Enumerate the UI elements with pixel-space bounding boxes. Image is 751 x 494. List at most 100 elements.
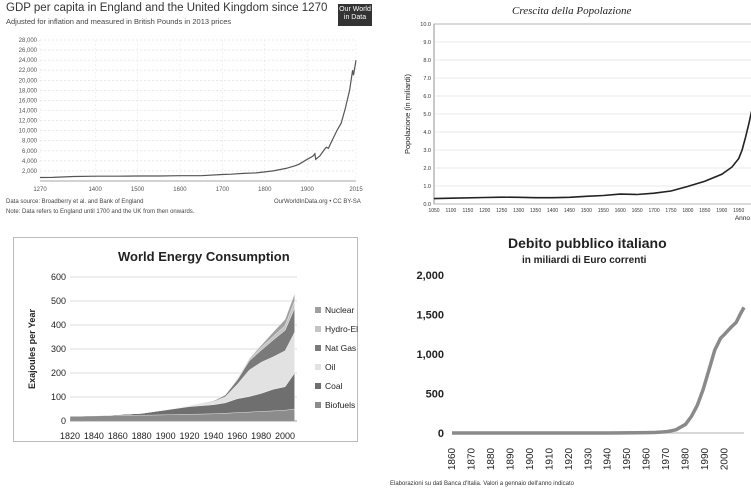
energy-legend-label: Coal	[325, 381, 343, 391]
gdp-chart-credit: OurWorldInData.org • CC BY-SA	[274, 199, 361, 205]
debt-x-tick-label: 1990	[700, 447, 711, 470]
debt-x-tick-label: 1930	[583, 447, 594, 470]
energy-legend-label: Oil	[325, 362, 336, 372]
energy-y-tick-label: 300	[51, 344, 66, 354]
population-x-tick-label: 1800	[682, 208, 693, 214]
gdp-chart-subtitle: Adjusted for inflation and measured in B…	[6, 17, 232, 26]
population-y-tick-label: 9.0	[423, 40, 431, 46]
population-y-tick-label: 4.0	[423, 130, 431, 136]
energy-legend-label: Nat Gas	[325, 343, 356, 353]
debt-chart-note: Elaborazioni su dati Banca d'Italia. Val…	[390, 481, 574, 487]
energy-legend-label: Biofuels	[325, 400, 355, 410]
population-chart-title: Crescita della Popolazione	[512, 5, 632, 17]
gdp-y-tick-label: 22,000	[19, 68, 38, 74]
energy-x-tick-label: 1820	[60, 431, 80, 441]
population-x-tick-label: 1400	[547, 208, 558, 214]
debt-x-tick-label: 2000	[720, 447, 731, 470]
energy-x-tick-label: 1960	[227, 431, 247, 441]
debt-y-tick-label: 1,500	[416, 310, 444, 322]
energy-y-tick-label: 600	[51, 272, 66, 282]
gdp-x-tick-label: 1600	[173, 187, 187, 193]
debt-x-tick-label: 1960	[642, 447, 653, 470]
population-x-tick-label: 1600	[615, 208, 626, 214]
energy-y-tick-label: 100	[51, 392, 66, 402]
population-y-tick-label: 2.0	[423, 166, 431, 172]
population-x-axis-label: Anno	[735, 215, 751, 222]
population-x-tick-label: 1550	[598, 208, 609, 214]
gdp-chart-svg: 2,000 4,000 6,000 8,000 10,000 12,000 14,000 16…	[19, 38, 364, 193]
population-y-tick-label: 3.0	[423, 148, 431, 154]
gdp-x-tick-label: 1400	[88, 187, 102, 193]
population-x-tick-label: 1300	[513, 208, 524, 214]
gdp-y-tick-label: 16,000	[19, 98, 38, 104]
population-x-tick-label: 1500	[581, 208, 592, 214]
energy-chart-panel: World Energy Consumption 0 100 200 300 400 50…	[13, 237, 358, 442]
population-y-tick-label: 7.0	[423, 76, 431, 82]
debt-x-tick-label: 1870	[466, 447, 477, 470]
gdp-series-line	[39, 60, 357, 179]
gdp-x-tick-label: 1700	[216, 187, 230, 193]
population-x-tick-label: 1450	[564, 208, 575, 214]
energy-x-tick-label: 1840	[84, 431, 104, 441]
energy-x-tick-label: 1900	[156, 431, 176, 441]
debt-chart-subtitle: in miliardi di Euro correnti	[522, 255, 647, 266]
debt-x-tick-label: 1890	[505, 447, 516, 470]
energy-legend-label: Nuclear	[325, 305, 354, 315]
debt-series-line	[452, 306, 746, 435]
population-x-tick-label: 1250	[496, 208, 507, 214]
gdp-y-tick-label: 8,000	[22, 139, 38, 145]
energy-y-axis-label: Exajoules per Year	[27, 309, 37, 389]
population-x-tick-label: 1350	[530, 208, 541, 214]
gdp-y-tick-label: 10,000	[19, 129, 38, 135]
energy-legend-swatch	[315, 345, 321, 351]
gdp-x-tick-label: 1270	[33, 187, 47, 193]
population-x-tick-label: 1100	[446, 208, 457, 214]
debt-y-tick-label: 1,000	[416, 349, 444, 361]
gdp-x-tick-label: 2015	[349, 187, 363, 193]
energy-legend-swatch	[315, 402, 321, 408]
population-y-tick-label: 6.0	[423, 94, 431, 100]
population-chart-svg: 0.0 1.0 2.0 3.0 4.0 5.0 6.0 7.0 8.0 9.0 10.0 1050 11…	[403, 22, 751, 222]
gdp-y-tick-label: 14,000	[19, 109, 38, 115]
gdp-chart-title: GDP per capita in England and the United…	[6, 2, 328, 14]
gdp-x-tick-label: 1900	[301, 187, 315, 193]
population-y-tick-label: 10.0	[420, 22, 431, 28]
energy-x-tick-label: 1860	[108, 431, 128, 441]
population-y-axis-label: Popolazione (in miliardi)	[403, 73, 412, 154]
population-x-tick-label: 1700	[648, 208, 659, 214]
energy-x-tick-label: 1940	[203, 431, 223, 441]
debt-y-tick-label: 2,000	[416, 270, 444, 282]
energy-legend-swatch	[315, 383, 321, 389]
gdp-chart-note: Note: Data refers to England until 1700 …	[6, 209, 195, 215]
debt-chart-svg: 0 500 1,000 1,500 2,000 1860 1870 1880 1890 1900 1…	[416, 270, 746, 470]
energy-legend-swatch	[315, 326, 321, 332]
gdp-y-tick-label: 6,000	[22, 149, 38, 155]
energy-y-tick-label: 200	[51, 368, 66, 378]
energy-y-tick-label: 400	[51, 320, 66, 330]
population-y-tick-label: 1.0	[423, 184, 431, 190]
energy-x-tick-label: 1980	[251, 431, 271, 441]
debt-x-tick-label: 1920	[564, 447, 575, 470]
debt-x-tick-label: 1900	[525, 447, 536, 470]
gdp-y-tick-label: 4,000	[22, 159, 38, 165]
population-x-tick-label: 1150	[462, 208, 473, 214]
gdp-chart-panel: GDP per capita in England and the United…	[0, 0, 375, 230]
population-chart-panel: Crescita della Popolazione 0.0 1.0 2.0 3.0 4…	[398, 0, 751, 230]
population-y-tick-label: 0.0	[423, 202, 431, 208]
energy-y-tick-label: 0	[61, 416, 66, 426]
gdp-y-tick-label: 20,000	[19, 78, 38, 84]
gdp-y-tick-label: 18,000	[19, 88, 38, 94]
energy-x-tick-label: 2000	[275, 431, 295, 441]
gdp-y-tick-label: 2,000	[22, 169, 38, 175]
gdp-y-tick-label: 28,000	[19, 38, 38, 44]
debt-x-tick-label: 1880	[486, 447, 497, 470]
gdp-chart-source: Data source: Broadberry et al. and Bank …	[6, 199, 144, 205]
gdp-y-tick-label: 12,000	[19, 119, 38, 125]
energy-x-tick-label: 1920	[179, 431, 199, 441]
debt-chart-panel: Debito pubblico italiano in miliardi di …	[390, 235, 751, 494]
energy-legend-label: Hydro-Elect	[325, 324, 358, 334]
our-world-in-data-logo: Our World in Data	[338, 4, 372, 26]
debt-y-tick-label: 500	[426, 389, 444, 401]
population-x-tick-label: 1950	[733, 208, 744, 214]
